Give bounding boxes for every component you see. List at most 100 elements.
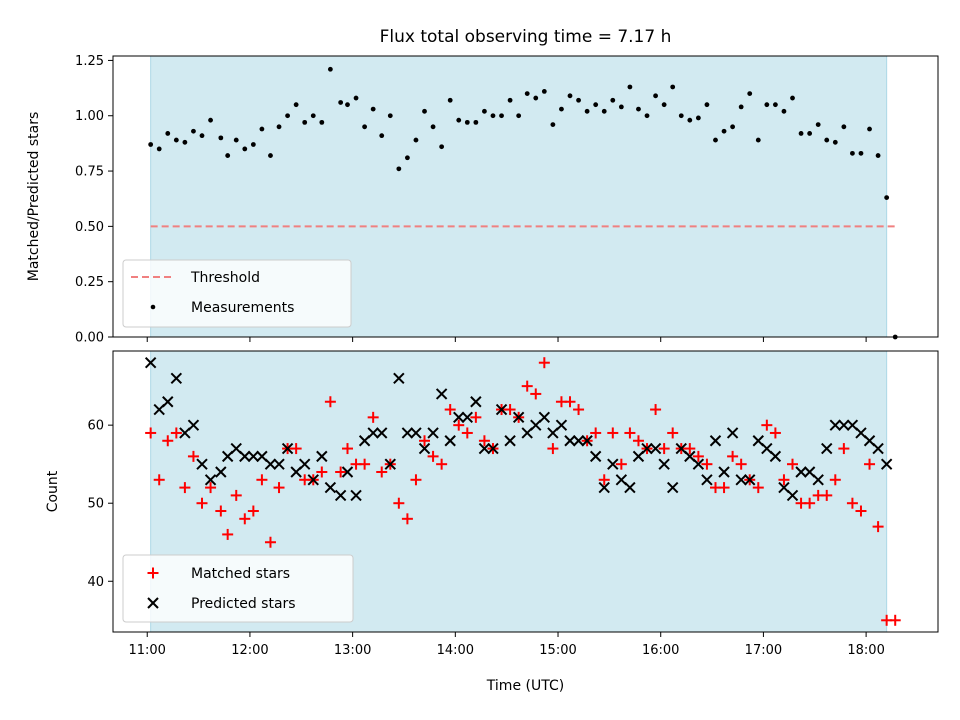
- x-tick-label: 18:00: [847, 643, 884, 658]
- measurement-point: [841, 124, 847, 130]
- measurement-point: [464, 119, 470, 125]
- matched-star-point: [855, 505, 867, 517]
- predicted-star-point: [589, 450, 602, 463]
- predicted-star-point: [504, 435, 516, 447]
- matched-star-point: [727, 450, 739, 462]
- predicted-star-point: [144, 357, 157, 369]
- y-tick-label: 1.00: [75, 109, 104, 124]
- matched-star-point: [444, 404, 456, 416]
- matched-star-point: [427, 450, 439, 462]
- predicted-star-point: [324, 481, 337, 494]
- matched-star-point: [461, 427, 473, 439]
- measurement-point: [636, 106, 641, 112]
- predicted-star-point: [709, 435, 722, 447]
- legend-measurements-label: Measurements: [191, 300, 294, 316]
- ratio-legend-box: [122, 259, 352, 328]
- legend-measurements-swatch: [150, 304, 156, 310]
- matched-star-point: [179, 482, 191, 494]
- matched-star-point: [410, 474, 422, 486]
- measurement-point: [327, 66, 333, 72]
- predicted-star-point: [838, 419, 850, 431]
- x-tick-label: 16:00: [642, 643, 679, 658]
- predicted-star-point: [281, 442, 294, 455]
- matched-star-point: [215, 505, 227, 517]
- x-tick-label: 14:00: [437, 643, 474, 658]
- predicted-star-point: [692, 458, 705, 470]
- measurement-point: [815, 122, 821, 127]
- matched-star-point: [846, 497, 858, 509]
- predicted-star-point: [239, 450, 251, 463]
- matched-star-point: [573, 404, 585, 416]
- matched-star-point: [821, 489, 833, 501]
- predicted-star-point: [461, 411, 474, 424]
- matched-star-point: [547, 443, 559, 455]
- matched-star-point: [735, 458, 747, 470]
- x-tick-label: 15:00: [539, 643, 576, 658]
- matched-star-point: [359, 458, 371, 470]
- matched-star-point: [419, 435, 431, 447]
- predicted-star-point: [401, 427, 414, 439]
- predicted-star-point: [795, 466, 807, 478]
- matched-star-point: [230, 489, 242, 501]
- matched-star-point: [761, 419, 773, 431]
- legend-matched-label: Matched stars: [191, 566, 290, 582]
- measurement-point: [293, 102, 299, 108]
- predicted-star-point: [215, 466, 227, 478]
- predicted-star-point: [470, 396, 482, 408]
- measurement-point: [302, 119, 308, 125]
- measurement-point: [850, 150, 855, 156]
- matched-star-point: [324, 396, 336, 408]
- measurement-point: [661, 102, 667, 108]
- predicted-star-point: [538, 411, 551, 424]
- measurement-point: [370, 106, 376, 112]
- predicted-star-point: [170, 372, 183, 385]
- matched-star-point: [624, 427, 636, 439]
- predicted-star-point: [735, 474, 747, 486]
- measurement-point: [695, 115, 701, 121]
- predicted-star-point: [435, 388, 448, 400]
- ratio-legend: Threshold Measurements: [122, 259, 352, 328]
- predicted-star-point: [196, 458, 208, 470]
- legend-plus-glyph: [147, 567, 159, 579]
- matched-star-point: [752, 482, 764, 494]
- measurement-point: [182, 139, 188, 145]
- y-tick-label: 60: [87, 419, 104, 434]
- ratio-axis-ticks: 0.00 0.25 0.50 0.75 1.00 1.25: [75, 54, 867, 346]
- matched-star-point: [196, 497, 208, 509]
- predicted-star-point: [341, 466, 354, 478]
- y-tick-label: 1.25: [75, 54, 104, 69]
- measurement-point: [233, 137, 239, 143]
- measurement-point: [653, 93, 658, 99]
- matched-star-point: [598, 474, 610, 486]
- y-tick-label: 0.75: [75, 165, 104, 180]
- predicted-star-point: [273, 458, 285, 470]
- measurement-point: [208, 117, 213, 123]
- matched-star-point: [692, 450, 704, 462]
- measurement-point: [790, 95, 795, 101]
- measurement-point: [721, 128, 727, 134]
- x-tick-label: 13:00: [334, 643, 371, 658]
- predicted-star-point: [658, 458, 670, 470]
- matched-star-point: [162, 435, 174, 447]
- predicted-star-point: [786, 489, 799, 502]
- measurement-point: [507, 97, 513, 103]
- measurement-point: [764, 102, 770, 108]
- matched-star-point: [504, 404, 516, 416]
- measurement-point: [610, 97, 616, 103]
- measurement-point: [285, 113, 290, 119]
- count-legend-box: [122, 554, 354, 623]
- measurement-point: [276, 124, 282, 130]
- measurement-point: [242, 146, 248, 152]
- predicted-star-point: [444, 435, 456, 447]
- legend-predicted-label: Predicted stars: [191, 596, 296, 612]
- matched-star-point: [838, 443, 850, 455]
- predicted-star-point: [641, 442, 653, 455]
- measurement-point: [379, 133, 385, 139]
- predicted-star-point: [726, 427, 739, 439]
- measurement-point: [618, 104, 624, 110]
- predicted-star-point: [607, 458, 619, 470]
- measurement-point: [559, 106, 564, 112]
- matched-star-point: [273, 482, 285, 494]
- matched-star-point: [787, 458, 799, 470]
- predicted-star-point: [334, 489, 347, 502]
